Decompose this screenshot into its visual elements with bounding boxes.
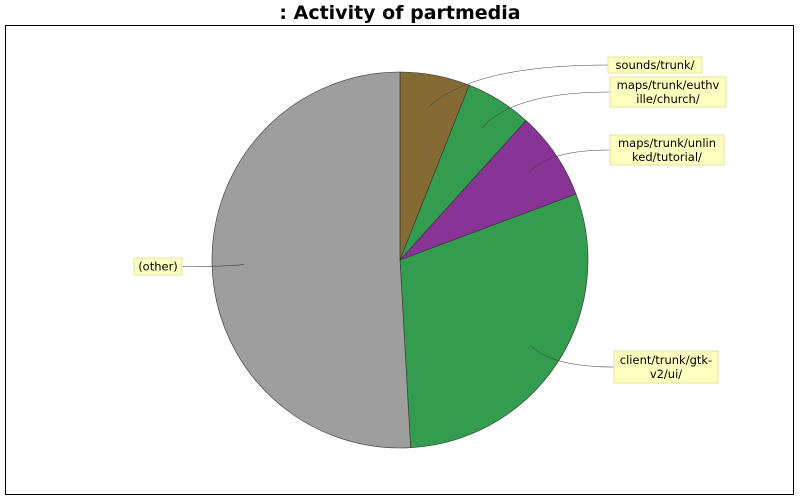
slice-label: sounds/trunk/	[615, 58, 694, 72]
chart-title: : Activity of partmedia	[279, 2, 521, 24]
pie-slice	[399, 193, 589, 449]
label-leader-line	[181, 264, 245, 267]
slice-label-box	[133, 257, 183, 276]
slice-label-box	[607, 56, 703, 74]
slice-label-box	[613, 350, 719, 384]
slices	[211, 71, 589, 449]
slice-label: ille/church/	[636, 92, 700, 106]
label-leader-line	[428, 64, 609, 107]
label-leader-line	[530, 345, 615, 368]
pie-slice	[211, 71, 411, 449]
slice-label: maps/trunk/unlin	[618, 136, 716, 150]
slice-label: ked/tutorial/	[632, 150, 702, 164]
slice-labels: sounds/trunk/maps/trunk/euthville/church…	[133, 56, 727, 384]
slice-label: (other)	[138, 260, 178, 274]
slice-label-box	[609, 134, 725, 166]
label-leader-line	[482, 91, 611, 128]
slice-label: client/trunk/gtk-	[620, 353, 712, 367]
slice-label: v2/ui/	[650, 367, 682, 381]
slice-label: maps/trunk/euthv	[617, 78, 720, 92]
label-leader-line	[528, 149, 611, 173]
slice-label-box	[609, 76, 727, 108]
